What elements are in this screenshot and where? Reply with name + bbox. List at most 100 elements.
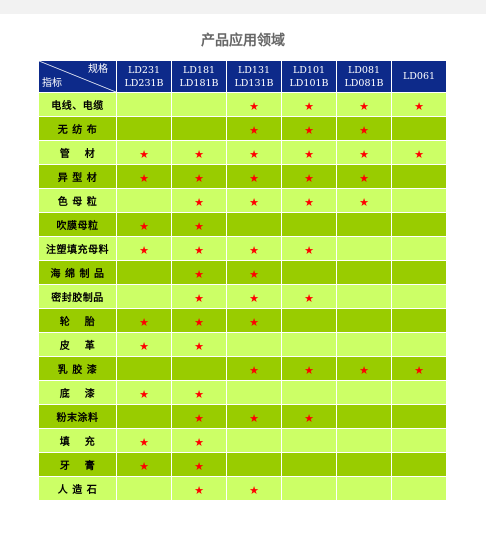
table-cell — [116, 260, 172, 285]
star-icon: ★ — [249, 412, 259, 425]
table-cell: ★ — [226, 476, 282, 501]
table-row: 皮 革 ★ ★ — [38, 332, 447, 357]
table-cell: ★ — [226, 92, 282, 117]
table-cell: ★ — [116, 140, 172, 165]
star-icon: ★ — [139, 436, 149, 449]
table-cell: ★ — [116, 332, 172, 357]
table-cell — [391, 188, 447, 213]
star-icon: ★ — [194, 196, 204, 209]
table-cell: ★ — [171, 164, 227, 189]
table-cell — [391, 332, 447, 357]
row-label: 人 造 石 — [38, 476, 117, 501]
table-cell — [391, 116, 447, 141]
row-label: 填 充 — [38, 428, 117, 453]
table-cell: ★ — [226, 188, 282, 213]
table-cell: ★ — [171, 236, 227, 261]
table-cell — [226, 380, 282, 405]
table-cell: ★ — [281, 356, 337, 381]
table-cell — [391, 452, 447, 477]
star-icon: ★ — [249, 268, 259, 281]
table-cell — [391, 260, 447, 285]
column-header-1: LD181 LD181B — [171, 60, 227, 93]
column-header-line1: LD081 — [347, 64, 381, 76]
star-icon: ★ — [194, 172, 204, 185]
star-icon: ★ — [194, 292, 204, 305]
star-icon: ★ — [249, 244, 259, 257]
application-table: 规格 指标 LD231 LD231B LD181 LD181B LD131 LD131B L… — [38, 60, 447, 501]
table-cell — [336, 284, 392, 309]
star-icon: ★ — [194, 484, 204, 497]
star-icon: ★ — [249, 292, 259, 305]
table-row: 无 纺 布 ★ ★ ★ — [38, 116, 447, 141]
column-header-0: LD231 LD231B — [116, 60, 172, 93]
row-label: 无 纺 布 — [38, 116, 117, 141]
row-label: 注塑填充母料 — [38, 236, 117, 261]
column-header-2: LD131 LD131B — [226, 60, 282, 93]
star-icon: ★ — [249, 124, 259, 137]
row-label: 色 母 粒 — [38, 188, 117, 213]
table-cell — [116, 356, 172, 381]
table-cell — [281, 428, 337, 453]
table-row: 填 充 ★ ★ — [38, 428, 447, 453]
table-cell — [226, 332, 282, 357]
table-cell: ★ — [336, 92, 392, 117]
table-cell — [391, 212, 447, 237]
star-icon: ★ — [414, 100, 424, 113]
table-cell: ★ — [391, 356, 447, 381]
row-label: 轮 胎 — [38, 308, 117, 333]
table-cell: ★ — [391, 140, 447, 165]
table-cell: ★ — [171, 404, 227, 429]
table-cell — [336, 308, 392, 333]
table-row: 异 型 材 ★ ★ ★ ★ ★ — [38, 164, 447, 189]
star-icon: ★ — [304, 100, 314, 113]
table-row: 电线、电缆 ★ ★ ★ ★ — [38, 92, 447, 117]
table-cell: ★ — [281, 92, 337, 117]
row-label: 皮 革 — [38, 332, 117, 357]
table-cell — [336, 212, 392, 237]
star-icon: ★ — [249, 364, 259, 377]
star-icon: ★ — [249, 100, 259, 113]
star-icon: ★ — [194, 244, 204, 257]
star-icon: ★ — [359, 364, 369, 377]
table-cell: ★ — [391, 92, 447, 117]
star-icon: ★ — [139, 388, 149, 401]
table-cell: ★ — [171, 428, 227, 453]
star-icon: ★ — [249, 484, 259, 497]
table-cell — [171, 356, 227, 381]
star-icon: ★ — [359, 172, 369, 185]
table-cell: ★ — [336, 356, 392, 381]
top-bar — [0, 0, 486, 14]
row-label: 电线、电缆 — [38, 92, 117, 117]
table-cell — [391, 284, 447, 309]
row-label: 粉末涂料 — [38, 404, 117, 429]
corner-header-cell: 规格 指标 — [38, 60, 117, 93]
column-header-line1: LD231 — [127, 64, 161, 76]
star-icon: ★ — [304, 412, 314, 425]
star-icon: ★ — [194, 340, 204, 353]
column-header-line1: LD131 — [237, 64, 271, 76]
column-header-3: LD101 LD101B — [281, 60, 337, 93]
table-cell — [171, 92, 227, 117]
column-header-line2: LD131B — [234, 77, 274, 89]
table-cell: ★ — [116, 308, 172, 333]
table-cell — [116, 188, 172, 213]
table-cell — [336, 332, 392, 357]
table-cell — [391, 476, 447, 501]
row-label: 牙 膏 — [38, 452, 117, 477]
table-cell: ★ — [281, 164, 337, 189]
star-icon: ★ — [304, 292, 314, 305]
table-cell — [281, 380, 337, 405]
star-icon: ★ — [304, 364, 314, 377]
table-cell — [116, 116, 172, 141]
diagonal-line — [39, 61, 116, 92]
table-cell: ★ — [281, 284, 337, 309]
table-row: 牙 膏 ★ ★ — [38, 452, 447, 477]
table-cell: ★ — [116, 380, 172, 405]
table-cell: ★ — [171, 380, 227, 405]
star-icon: ★ — [359, 148, 369, 161]
star-icon: ★ — [249, 172, 259, 185]
star-icon: ★ — [249, 148, 259, 161]
star-icon: ★ — [139, 244, 149, 257]
table-cell: ★ — [226, 260, 282, 285]
table-cell — [336, 236, 392, 261]
